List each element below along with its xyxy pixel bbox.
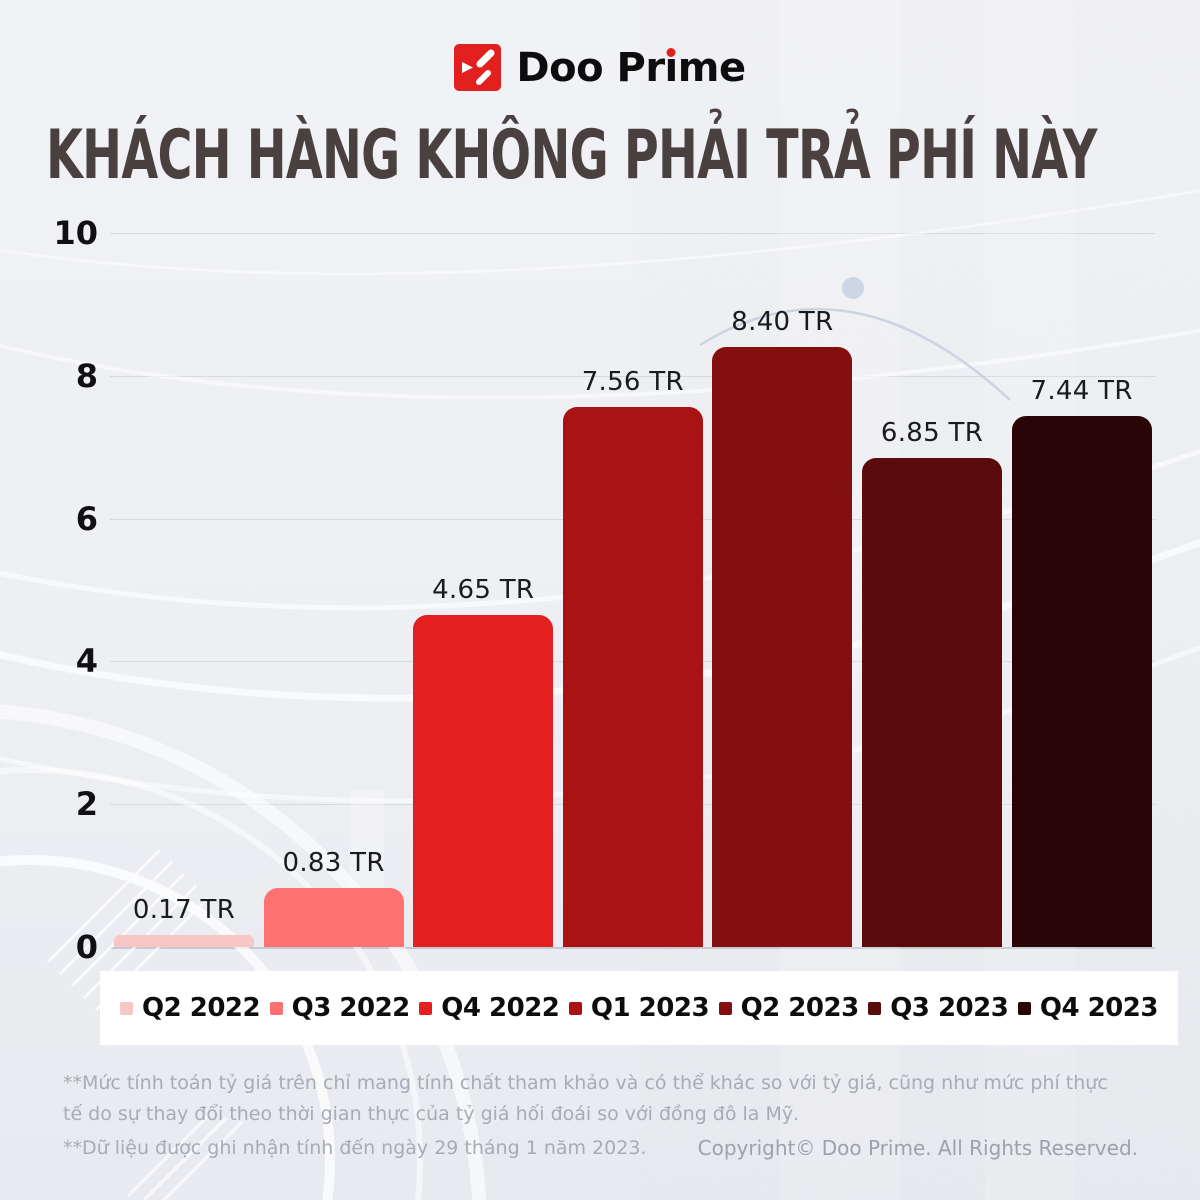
page-title: KHÁCH HÀNG KHÔNG PHẢI TRẢ PHÍ NÀY bbox=[46, 116, 1097, 195]
bar-q4-2022 bbox=[413, 615, 554, 947]
legend-label-q2-2023: Q2 2023 bbox=[740, 993, 860, 1023]
legend-label-q4-2022: Q4 2022 bbox=[441, 993, 560, 1023]
legend-swatch-q2-2023 bbox=[718, 1001, 732, 1015]
bar-value-label-q4-2023: 7.44 TR bbox=[1030, 375, 1133, 406]
y-tick-label-2: 2 bbox=[75, 785, 98, 824]
legend-item-q4-2022: Q4 2022 bbox=[419, 993, 560, 1023]
bar-q2-2022 bbox=[114, 934, 254, 947]
legend-swatch-q1-2023 bbox=[568, 1001, 582, 1015]
y-tick-label-6: 6 bbox=[75, 499, 98, 538]
bar-chart: 0.17 TR 0.83 TR 4.65 TR 7.56 TR 8.40 TR 6.85 … bbox=[110, 233, 1155, 947]
bar-value-label-q3-2022: 0.83 TR bbox=[282, 847, 385, 878]
legend-label-q3-2022: Q3 2022 bbox=[291, 993, 411, 1023]
footnote-data-date: **Dữ liệu được ghi nhận tính đến ngày 29… bbox=[63, 1137, 647, 1159]
legend-label-q3-2023: Q3 2023 bbox=[890, 993, 1009, 1023]
bar-q4-2023 bbox=[1011, 415, 1152, 947]
chart-legend: Q2 2022 Q3 2022 Q4 2022 Q1 2023 Q2 2023 Q3 20… bbox=[100, 971, 1178, 1045]
footnote-exchange-rate: **Mức tính toán tỷ giá trên chỉ mang tín… bbox=[63, 1072, 1108, 1125]
copyright-text: Copyright© Doo Prime. All Rights Reserve… bbox=[697, 1136, 1138, 1160]
gridline-0 bbox=[110, 947, 1155, 949]
legend-swatch-q4-2022 bbox=[419, 1001, 433, 1015]
legend-swatch-q2-2022 bbox=[120, 1001, 133, 1015]
legend-item-q1-2023: Q1 2023 bbox=[568, 993, 710, 1023]
y-tick-label-4: 4 bbox=[75, 642, 98, 681]
bar-q3-2023 bbox=[862, 457, 1002, 947]
bar-value-label-q3-2023: 6.85 TR bbox=[880, 417, 984, 448]
y-axis: 0 2 4 6 8 10 bbox=[40, 214, 98, 966]
legend-item-q3-2023: Q3 2023 bbox=[868, 993, 1009, 1023]
y-tick-label-10: 10 bbox=[53, 214, 98, 252]
bar-value-label-q2-2022: 0.17 TR bbox=[132, 894, 236, 925]
legend-item-q2-2023: Q2 2023 bbox=[718, 993, 860, 1023]
y-tick-label-0: 0 bbox=[75, 928, 98, 966]
bar-q1-2023 bbox=[562, 407, 703, 947]
bar-value-label-q1-2023: 7.56 TR bbox=[581, 367, 684, 398]
doo-prime-logo: Doo Prıme bbox=[0, 44, 1200, 91]
legend-label-q1-2023: Q1 2023 bbox=[590, 993, 710, 1023]
doo-prime-logo-text: Doo Prıme bbox=[516, 44, 746, 91]
bar-q2-2023 bbox=[712, 347, 853, 947]
legend-item-q4-2023: Q4 2023 bbox=[1017, 993, 1159, 1023]
legend-swatch-q3-2023 bbox=[868, 1001, 882, 1015]
legend-label-q2-2022: Q2 2022 bbox=[142, 993, 261, 1023]
bar-value-label-q4-2022: 4.65 TR bbox=[432, 575, 535, 605]
legend-label-q4-2023: Q4 2023 bbox=[1039, 993, 1159, 1023]
bar-q3-2022 bbox=[263, 887, 404, 947]
legend-item-q3-2022: Q3 2022 bbox=[269, 993, 411, 1023]
legend-item-q2-2022: Q2 2022 bbox=[120, 993, 261, 1023]
bar-value-label-q2-2023: 8.40 TR bbox=[731, 307, 834, 338]
legend-swatch-q4-2023 bbox=[1017, 1001, 1031, 1015]
legend-swatch-q3-2022 bbox=[269, 1001, 283, 1015]
y-tick-label-8: 8 bbox=[75, 356, 98, 395]
logo-i-red-dot: ı bbox=[664, 44, 679, 91]
doo-prime-logo-icon bbox=[454, 44, 502, 91]
